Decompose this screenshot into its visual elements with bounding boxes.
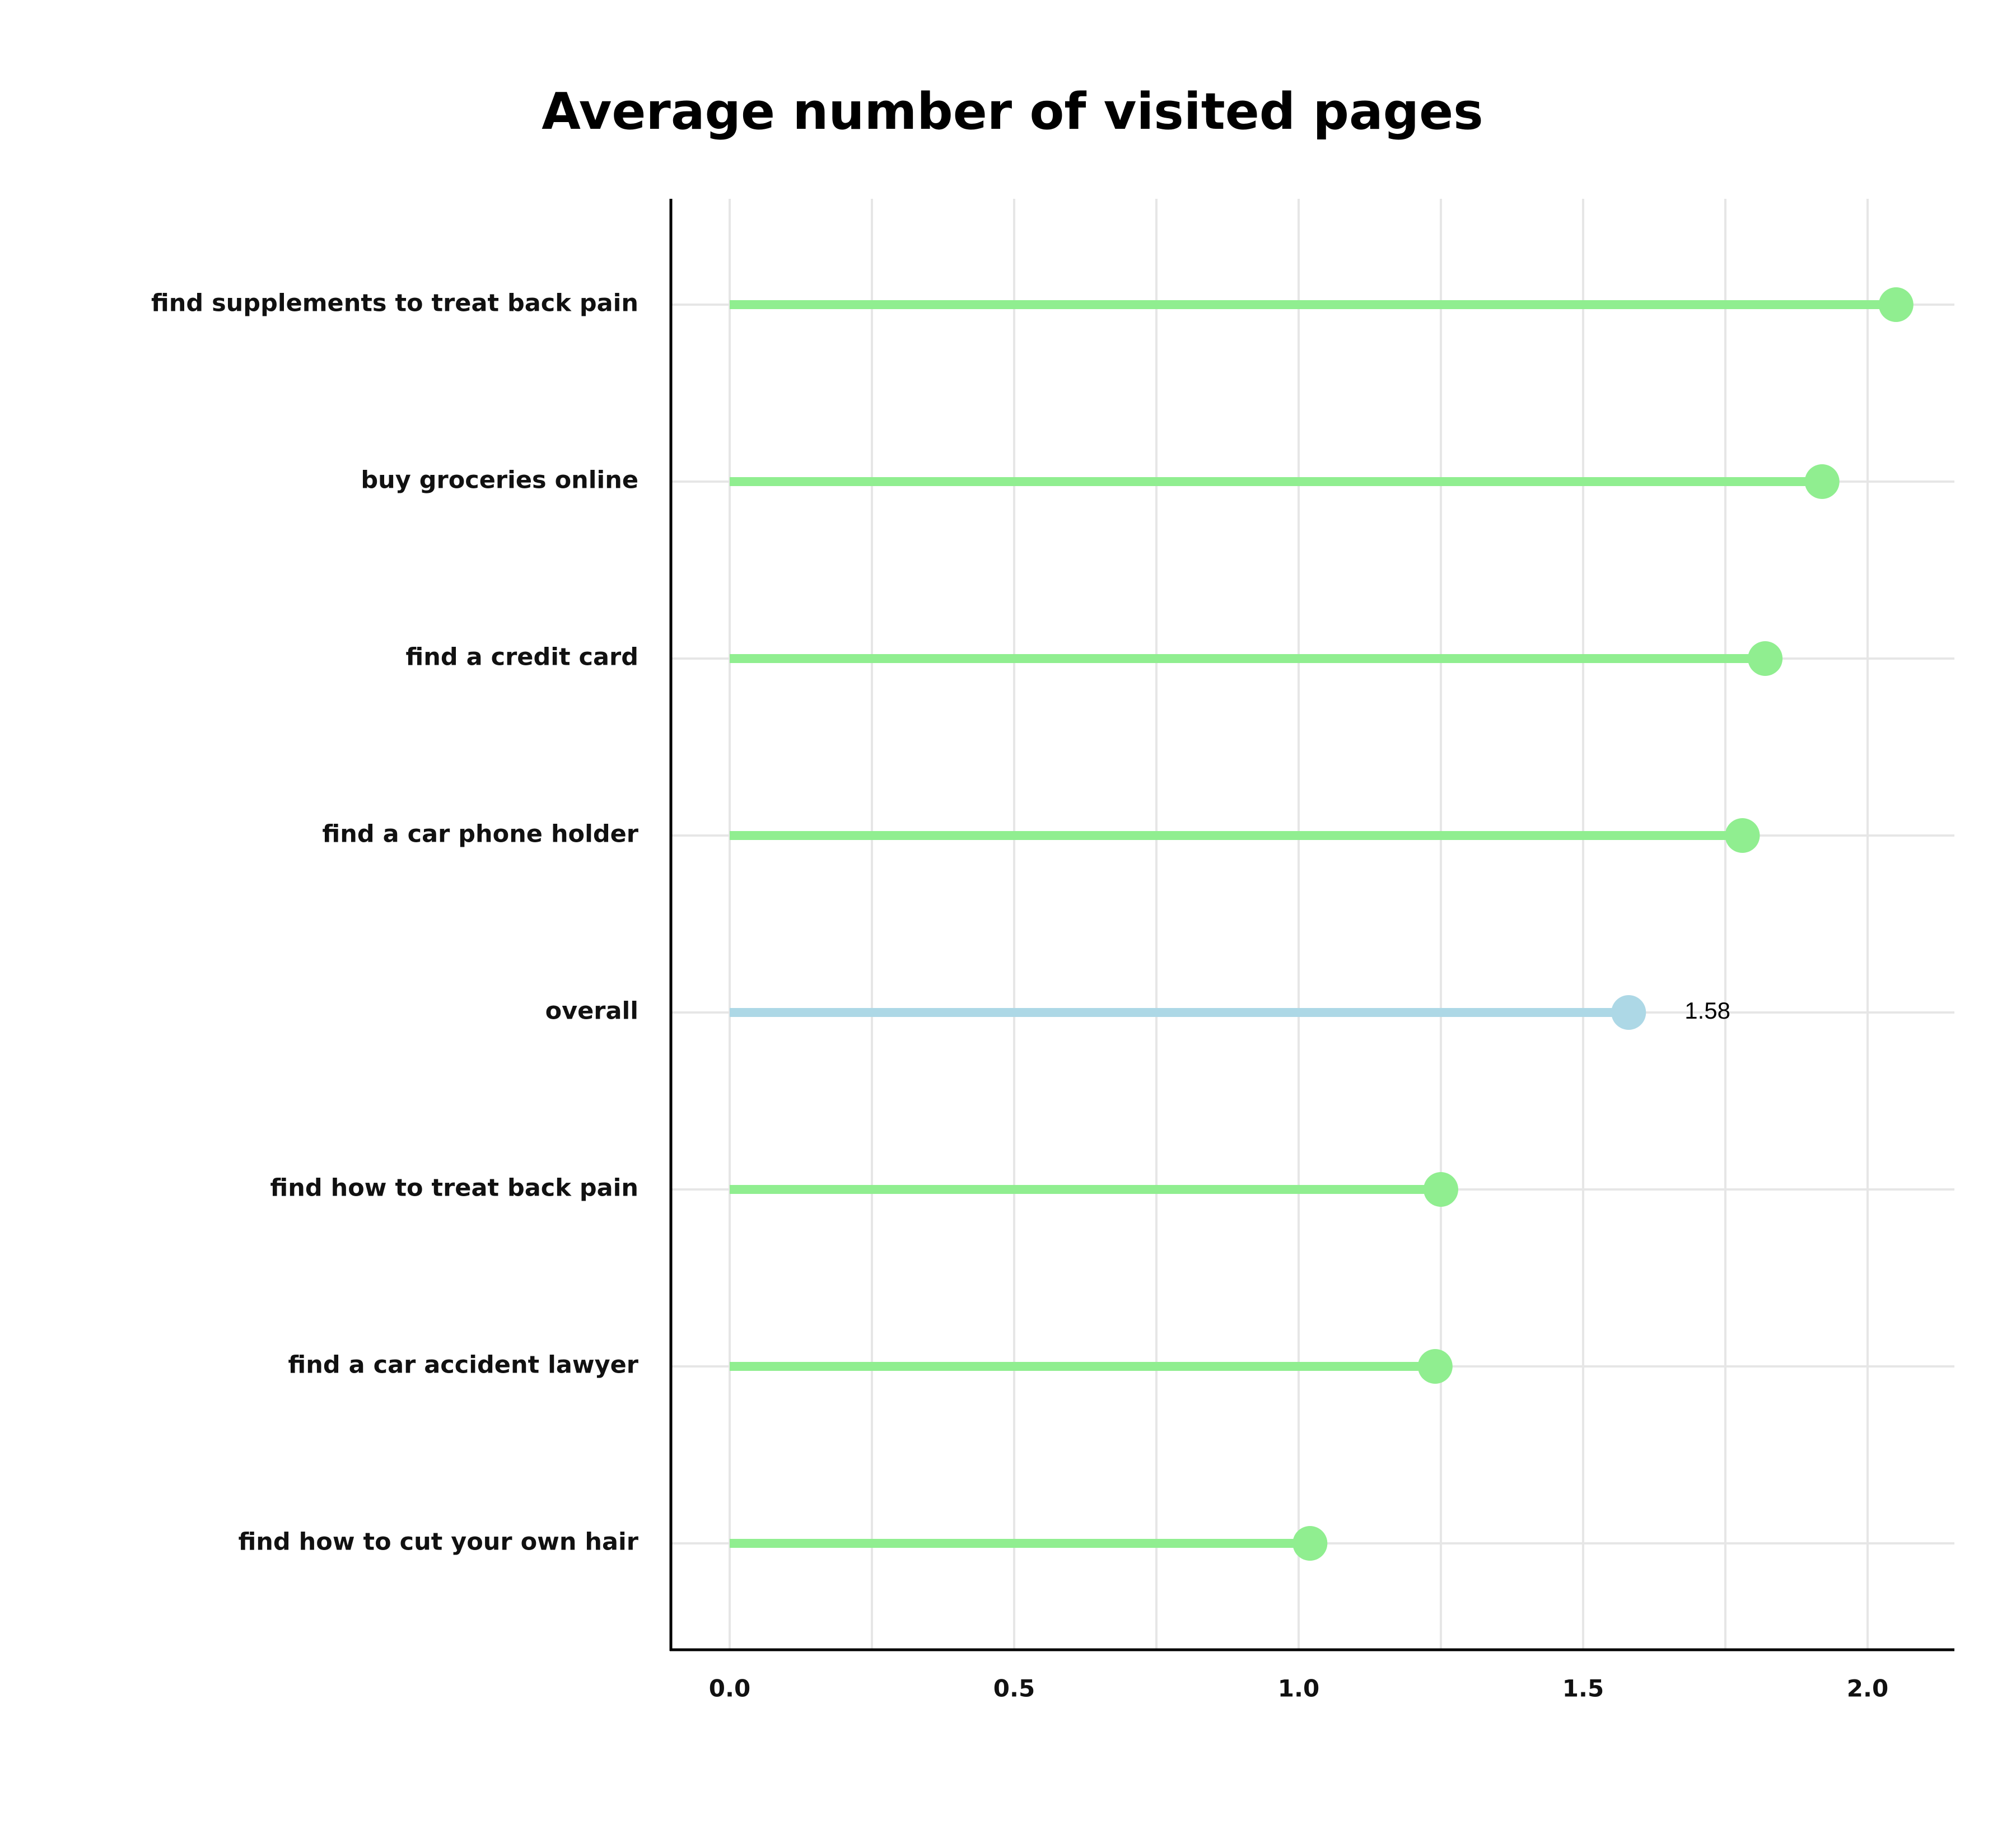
axes bbox=[669, 199, 1954, 1651]
lollipop-dot bbox=[1748, 641, 1783, 676]
chart-title: Average number of visited pages bbox=[542, 82, 1483, 141]
lollipop-dot bbox=[1804, 464, 1840, 499]
x-tick-label: 0.5 bbox=[993, 1675, 1035, 1702]
grid-lines bbox=[672, 199, 1954, 1649]
lollipop-stems bbox=[730, 300, 1896, 1548]
lollipop-dot bbox=[1292, 1526, 1328, 1561]
category-label: find a credit card bbox=[405, 643, 638, 671]
lollipop-dot bbox=[1417, 1349, 1453, 1384]
lollipop-dot bbox=[1725, 818, 1760, 853]
x-tick-label: 1.0 bbox=[1278, 1675, 1319, 1702]
x-tick-label: 1.5 bbox=[1562, 1675, 1604, 1702]
category-label: find a car accident lawyer bbox=[288, 1351, 638, 1379]
x-tick-label: 2.0 bbox=[1847, 1675, 1888, 1702]
category-label: buy groceries online bbox=[361, 466, 638, 494]
category-label: find how to cut your own hair bbox=[238, 1528, 638, 1556]
lollipop-dot bbox=[1424, 1172, 1458, 1207]
category-label: find how to treat back pain bbox=[270, 1174, 638, 1202]
lollipop-dot bbox=[1878, 287, 1914, 322]
x-tick-label: 0.0 bbox=[709, 1675, 750, 1702]
category-label: overall bbox=[545, 997, 638, 1025]
category-label: find a car phone holder bbox=[322, 820, 638, 848]
data-label: 1.58 bbox=[1684, 997, 1730, 1024]
data-labels: 1.58 bbox=[1684, 997, 1730, 1024]
x-axis-ticks: 0.0 0.5 1.0 1.5 2.0 bbox=[709, 1675, 1888, 1702]
category-labels: find supplements to treat back pain buy g… bbox=[151, 290, 639, 1556]
category-label: find supplements to treat back pain bbox=[151, 290, 638, 318]
lollipop-dots bbox=[1292, 287, 1914, 1561]
lollipop-dot bbox=[1611, 995, 1646, 1030]
